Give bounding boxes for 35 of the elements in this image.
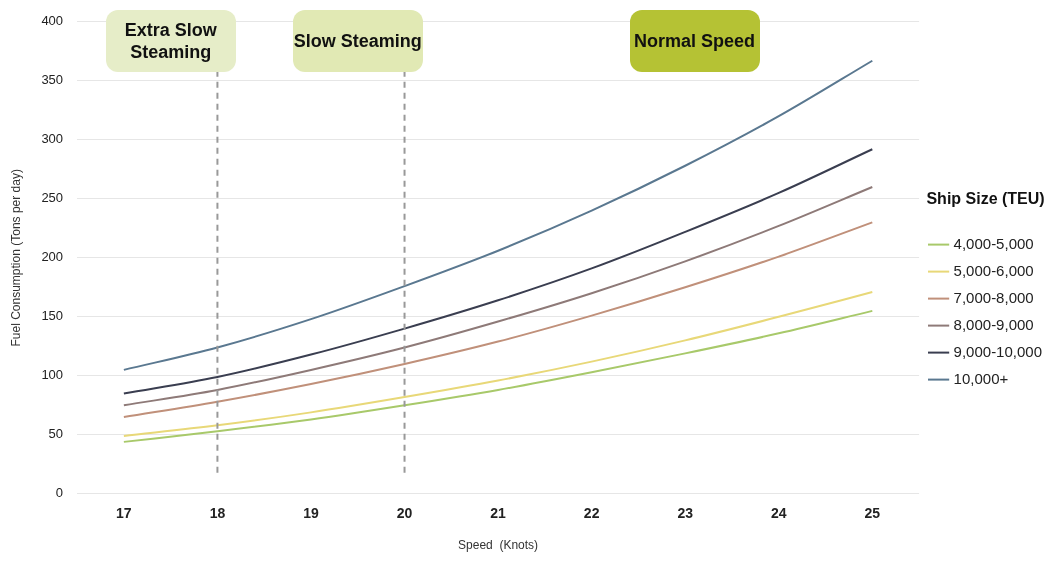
x-tick-label: 23 <box>677 505 694 522</box>
label-box: Normal Speed <box>629 9 760 72</box>
y-tick-label: 350 <box>41 72 64 88</box>
y-tick-label: 300 <box>41 131 64 147</box>
legend-label: 4,000-5,000 <box>953 234 1034 252</box>
x-tick-label: 21 <box>490 505 507 522</box>
x-tick-label: 20 <box>396 505 413 522</box>
y-tick-label: 50 <box>48 426 64 442</box>
y-tick-label: 0 <box>55 485 64 501</box>
y-tick-label: 200 <box>41 249 64 265</box>
y-axis-title: Fuel Consumption (Tons per day) <box>8 169 23 347</box>
x-tick-label: 17 <box>116 505 132 522</box>
y-tick-label: 250 <box>41 190 64 206</box>
line-series <box>122 309 874 443</box>
line-series <box>122 186 874 407</box>
line-series <box>122 148 874 395</box>
x-tick-label: 19 <box>303 505 319 522</box>
line-series <box>122 221 874 419</box>
legend-label: 10,000+ <box>953 369 1009 387</box>
legend-label: 8,000-9,000 <box>953 315 1034 333</box>
label-box: Extra Slow Steaming <box>105 9 236 72</box>
legend-label: 9,000-10,000 <box>953 342 1043 360</box>
x-tick-label: 22 <box>583 505 600 522</box>
label-box: Slow Steaming <box>292 9 423 72</box>
x-tick-label: 18 <box>209 505 226 522</box>
line-series <box>122 291 874 437</box>
legend-title: Ship Size (TEU) <box>926 190 1045 208</box>
y-tick-label: 100 <box>41 367 64 383</box>
legend-label: 7,000-8,000 <box>953 288 1034 306</box>
y-tick-label: 150 <box>41 308 64 324</box>
y-tick-label: 400 <box>41 13 64 29</box>
x-tick-label: 24 <box>770 505 787 522</box>
x-axis-title: Speed (Knots) <box>458 538 539 553</box>
legend-label: 5,000-6,000 <box>953 261 1034 279</box>
x-tick-label: 25 <box>864 505 881 522</box>
